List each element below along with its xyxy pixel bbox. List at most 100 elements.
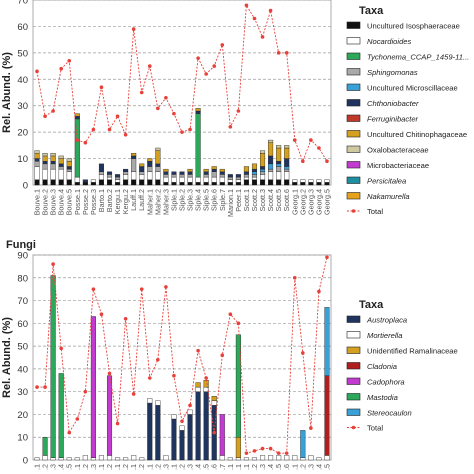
total-point	[51, 109, 55, 113]
legend-swatch	[346, 145, 361, 153]
bar-segment-0	[243, 179, 249, 186]
bar-segment-5	[123, 168, 129, 172]
bar-segment-1	[50, 168, 56, 180]
bar-segment-5	[34, 158, 40, 162]
bar-segment-0	[155, 179, 161, 186]
x-tick-label: Georg.2	[298, 189, 307, 215]
legend-label-total: Total	[367, 424, 383, 433]
total-point	[164, 285, 168, 289]
x-tick-label: Georg.4	[314, 189, 323, 215]
total-point	[196, 348, 200, 353]
bar-segment-4	[268, 163, 274, 170]
bar-segment-0	[187, 182, 193, 186]
x-tick-label: .1	[226, 464, 235, 470]
x-tick-label: .2	[298, 464, 307, 470]
x-tick-label: Scott.1	[242, 189, 251, 211]
bar-segment-0	[163, 182, 169, 186]
total-point	[123, 316, 128, 321]
x-tick-label: .6	[282, 464, 291, 470]
bar-segment-6	[300, 430, 306, 458]
total-point	[131, 392, 136, 396]
total-point	[180, 130, 184, 134]
total-point	[156, 106, 160, 111]
total-point	[309, 426, 313, 430]
bar-segment-3	[147, 166, 153, 172]
y-tick-label: 60	[17, 319, 28, 330]
x-tick-label: Maher.1	[145, 189, 154, 215]
x-tick-label: .3	[186, 464, 195, 470]
bar-segment-1	[82, 455, 88, 461]
bar-segment-7	[219, 168, 225, 172]
x-tick-label: .2	[81, 464, 90, 470]
bar-segment-0	[268, 179, 274, 186]
bar-segment-1	[34, 457, 40, 461]
bar-segment-3	[123, 171, 129, 175]
total-point	[67, 430, 72, 435]
bar-segment-7	[195, 108, 201, 112]
bar-segment-0	[50, 179, 56, 186]
x-tick-label: .2	[41, 464, 50, 470]
bar-segment-4	[219, 414, 225, 456]
bar-segment-1	[131, 455, 137, 461]
bar-segment-1	[211, 176, 217, 183]
bar-segment-1	[187, 176, 193, 183]
bar-segment-0	[284, 179, 290, 186]
total-point	[260, 35, 265, 39]
total-point	[91, 287, 96, 291]
bar-segment-3	[171, 174, 177, 178]
x-tick-label: Siple.5	[202, 189, 211, 211]
bar-segment-1	[171, 414, 177, 420]
legend-swatch	[346, 130, 361, 138]
bar-segment-3	[131, 158, 137, 172]
bar-segment-0	[276, 179, 282, 186]
total-point	[75, 417, 80, 421]
total-point	[276, 51, 281, 55]
total-point	[172, 111, 176, 116]
bar-segment-0	[155, 405, 161, 461]
bar-segment-1	[260, 174, 266, 180]
bar-segment-5	[115, 174, 121, 178]
x-tick-label: Siple.2	[178, 189, 187, 211]
legend-swatch	[346, 362, 361, 370]
bar-segment-3	[42, 163, 48, 170]
bar-segment-5	[187, 171, 193, 175]
fungi-chart: 0 10 20 30 40 50 60 70 80 90 Rel. Abund. (%) Fungi.…	[1, 239, 458, 470]
bar-segment-5	[260, 166, 266, 170]
bar-segment-0	[131, 179, 137, 186]
bar-segment-1	[316, 179, 322, 183]
y-tick-label: 20	[17, 128, 28, 139]
total-point	[83, 389, 88, 394]
bar-segment-5	[203, 171, 209, 175]
bar-segment-0	[260, 179, 266, 186]
total-point	[236, 109, 241, 113]
bar-segment-1	[34, 166, 40, 180]
bar-segment-8	[34, 150, 40, 154]
x-tick-label: Scott.2	[250, 189, 259, 211]
bar-segment-5	[42, 161, 48, 165]
x-tick-label: Scott.6	[282, 189, 291, 211]
x-tick-label: Siple.3	[186, 189, 195, 211]
x-tick-label: Posse.1	[73, 189, 82, 215]
bar-segment-1	[260, 455, 266, 461]
bar-segment-1	[147, 398, 153, 404]
legend-swatch	[346, 408, 361, 416]
bar-segment-1	[268, 171, 274, 180]
x-tick-label: Barto.2	[105, 189, 114, 212]
bar-segment-5	[155, 163, 161, 167]
bar-segment-3	[243, 174, 249, 178]
bar-segment-3	[139, 171, 145, 175]
bar-segment-1	[139, 457, 145, 461]
bar-segment-1	[195, 176, 201, 183]
legend-swatch	[346, 176, 361, 184]
total-point	[147, 64, 152, 68]
bar-segment-1	[42, 168, 48, 180]
bar-segment-5	[147, 161, 153, 167]
bar-segment-1	[308, 455, 314, 461]
bar-segment-1	[308, 179, 314, 183]
bar-segment-7	[58, 158, 64, 165]
legend-swatch	[346, 346, 361, 354]
bar-segment-3	[106, 174, 113, 178]
legend-label: Oxalobacteraceae	[367, 146, 429, 155]
bar-segment-1	[50, 457, 56, 461]
